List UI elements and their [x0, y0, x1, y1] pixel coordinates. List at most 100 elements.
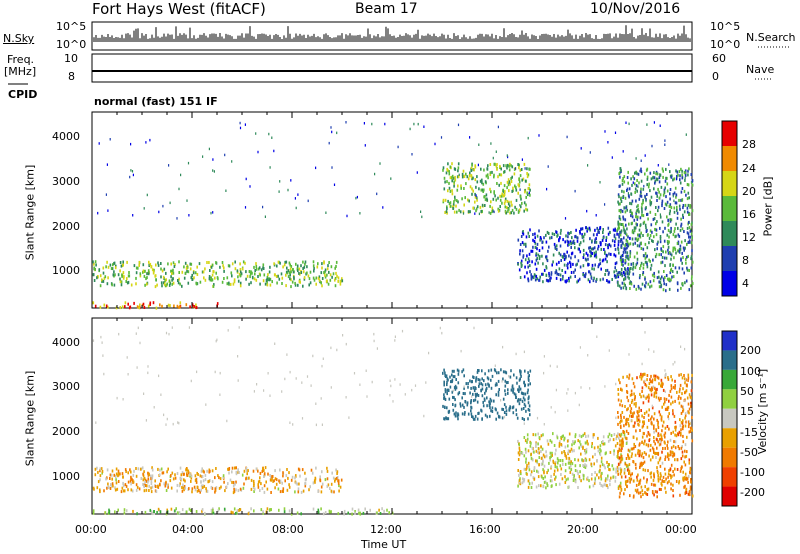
heatmap-cell — [593, 251, 596, 255]
heatmap-cell — [453, 396, 455, 400]
heatmap-cell — [320, 490, 323, 494]
heatmap-cell — [228, 468, 230, 471]
heatmap-cell — [592, 484, 595, 488]
heatmap-cell — [205, 403, 207, 406]
heatmap-cell — [595, 255, 598, 259]
heatmap-cell — [659, 193, 662, 197]
heatmap-cell — [621, 419, 623, 423]
heatmap-cell — [151, 466, 153, 470]
heatmap-cell — [672, 470, 674, 473]
heatmap-cell — [490, 142, 492, 145]
heatmap-cell — [609, 468, 611, 472]
heatmap-cell — [620, 449, 623, 453]
heatmap-cell — [536, 416, 539, 420]
heatmap-cell — [519, 276, 522, 279]
heatmap-cell — [542, 280, 544, 284]
heatmap-cell — [640, 287, 642, 291]
heatmap-cell — [618, 495, 621, 499]
heatmap-cell — [148, 484, 150, 488]
heatmap-cell — [615, 416, 617, 420]
heatmap-cell — [627, 422, 630, 426]
heatmap-cell — [281, 276, 284, 280]
heatmap-cell — [577, 259, 580, 263]
heatmap-cell — [554, 465, 557, 469]
heatmap-cell — [640, 170, 643, 174]
heatmap-cell — [652, 455, 654, 459]
heatmap-cell — [687, 191, 690, 195]
heatmap-cell — [470, 169, 473, 172]
heatmap-cell — [443, 176, 446, 180]
heatmap-cell — [682, 440, 685, 444]
heatmap-cell — [670, 476, 672, 480]
heatmap-cell — [478, 382, 481, 386]
heatmap-cell — [507, 391, 509, 395]
heatmap-cell — [658, 398, 661, 402]
heatmap-cell — [101, 471, 103, 475]
heatmap-cell — [551, 479, 553, 483]
heatmap-cell — [532, 275, 534, 279]
heatmap-cell — [589, 151, 591, 154]
heatmap-cell — [624, 283, 626, 287]
heatmap-cell — [638, 406, 640, 410]
heatmap-cell — [222, 474, 225, 478]
heatmap-cell — [578, 434, 581, 438]
heatmap-cell — [569, 240, 572, 244]
heatmap-cell — [649, 259, 651, 263]
heatmap-cell — [672, 409, 674, 413]
heatmap-cell — [625, 436, 627, 440]
heatmap-cell — [649, 234, 652, 237]
heatmap-cell — [442, 404, 444, 408]
heatmap-cell — [306, 265, 308, 269]
heatmap-cell — [626, 463, 628, 467]
heatmap-cell — [686, 396, 689, 400]
heatmap-cell — [308, 283, 310, 287]
heatmap-cell — [180, 473, 183, 477]
heatmap-cell — [237, 279, 240, 283]
heatmap-cell — [573, 270, 575, 274]
heatmap-cell — [533, 477, 536, 481]
heatmap-cell — [532, 458, 534, 462]
heatmap-cell — [640, 231, 642, 235]
heatmap-cell — [528, 191, 530, 195]
heatmap-cell — [691, 428, 693, 432]
heatmap-cell — [608, 432, 611, 436]
nave-label: Nave — [746, 63, 775, 76]
heatmap-cell — [582, 273, 584, 277]
heatmap-cell — [514, 393, 517, 397]
heatmap-cell — [672, 246, 675, 250]
heatmap-cell — [317, 489, 319, 493]
velocity-cbar-swatch — [722, 369, 737, 390]
nsearch-label: N.Search — [746, 31, 796, 44]
heatmap-cell — [335, 260, 338, 264]
heatmap-cell — [624, 196, 627, 200]
velocity-ytick-1000: 1000 — [52, 470, 80, 483]
heatmap-cell — [227, 467, 229, 471]
heatmap-cell — [612, 475, 615, 479]
heatmap-cell — [627, 268, 629, 272]
heatmap-cell — [680, 286, 682, 290]
heatmap-cell — [490, 409, 492, 413]
heatmap-cell — [136, 512, 138, 516]
heatmap-cell — [544, 480, 547, 484]
heatmap-cell — [678, 481, 680, 485]
heatmap-cell — [658, 280, 660, 284]
heatmap-cell — [255, 267, 258, 271]
heatmap-cell — [629, 414, 631, 418]
heatmap-cell — [655, 429, 658, 433]
velocity-cbar-swatch — [722, 486, 737, 506]
heatmap-cell — [189, 262, 192, 266]
heatmap-cell — [196, 273, 199, 276]
heatmap-cell — [476, 205, 479, 209]
heatmap-cell — [214, 276, 216, 280]
heatmap-cell — [420, 210, 422, 213]
heatmap-cell — [485, 174, 488, 178]
heatmap-cell — [623, 435, 626, 439]
heatmap-cell — [535, 275, 538, 278]
heatmap-cell — [660, 435, 663, 439]
heatmap-cell — [625, 238, 628, 242]
heatmap-cell — [102, 354, 104, 357]
heatmap-cell — [110, 484, 113, 488]
heatmap-cell — [625, 384, 628, 388]
heatmap-cell — [570, 460, 572, 464]
heatmap-cell — [620, 413, 622, 417]
